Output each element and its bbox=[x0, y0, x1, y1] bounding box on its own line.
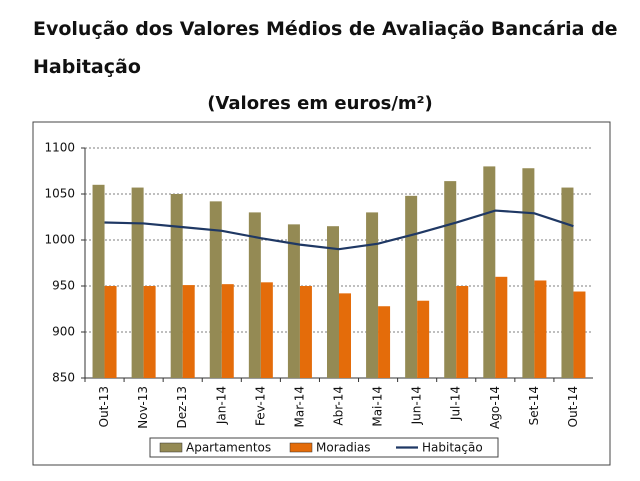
y-tick-label: 1050 bbox=[44, 187, 75, 201]
x-tick-label: Mai-14 bbox=[371, 386, 385, 427]
bar bbox=[104, 286, 117, 378]
bar bbox=[366, 212, 379, 378]
bar bbox=[182, 285, 195, 378]
legend-label: Habitação bbox=[422, 441, 483, 455]
bar bbox=[221, 284, 234, 378]
bar bbox=[143, 286, 156, 378]
chart-title: Evolução dos Valores Médios de Avaliação… bbox=[33, 18, 618, 78]
y-tick-label: 850 bbox=[52, 371, 75, 385]
bar bbox=[299, 286, 312, 378]
bar bbox=[131, 187, 144, 378]
y-tick-label: 950 bbox=[52, 279, 75, 293]
x-tick-label: Ago-14 bbox=[488, 386, 502, 429]
bar bbox=[405, 195, 418, 378]
x-tick-label: Set-14 bbox=[527, 386, 541, 425]
bar bbox=[260, 282, 273, 378]
legend-label: Moradias bbox=[316, 441, 371, 455]
x-tick-label: Jul-14 bbox=[449, 386, 463, 421]
bar bbox=[248, 212, 261, 378]
y-tick-label: 1100 bbox=[44, 141, 75, 155]
bar bbox=[170, 194, 183, 378]
bar bbox=[495, 276, 508, 378]
x-tick-label: Dez-13 bbox=[175, 386, 189, 429]
x-tick-label: Jan-14 bbox=[214, 386, 228, 425]
chart-subtitle: (Valores em euros/m²) bbox=[207, 93, 433, 114]
legend-swatch bbox=[159, 442, 183, 453]
x-tick-label: Fev-14 bbox=[253, 386, 267, 426]
x-tick-label: Abr-14 bbox=[332, 386, 346, 426]
bar bbox=[339, 293, 351, 378]
bar bbox=[287, 224, 300, 378]
bar bbox=[573, 291, 586, 378]
bar bbox=[378, 306, 391, 378]
x-tick-label: Out-14 bbox=[566, 386, 580, 427]
bar bbox=[456, 286, 469, 378]
line bbox=[104, 209, 574, 251]
legend-label: Apartamentos bbox=[186, 441, 271, 455]
legend-swatch bbox=[289, 442, 313, 453]
bar bbox=[209, 201, 222, 378]
bar bbox=[327, 226, 339, 378]
legend-frame bbox=[149, 437, 499, 458]
bar bbox=[417, 300, 430, 378]
y-tick-label: 1000 bbox=[44, 233, 75, 247]
bar bbox=[522, 168, 535, 378]
x-tick-label: Mar-14 bbox=[292, 386, 306, 427]
x-tick-label: Out-13 bbox=[97, 386, 111, 427]
bar bbox=[92, 184, 105, 378]
chart-frame bbox=[32, 121, 611, 466]
bar bbox=[561, 187, 574, 378]
bar bbox=[534, 280, 547, 378]
bar bbox=[444, 181, 457, 378]
x-tick-label: Nov-13 bbox=[136, 386, 150, 429]
y-tick-label: 900 bbox=[52, 325, 75, 339]
bar bbox=[483, 166, 496, 378]
x-tick-label: Jun-14 bbox=[410, 386, 424, 425]
